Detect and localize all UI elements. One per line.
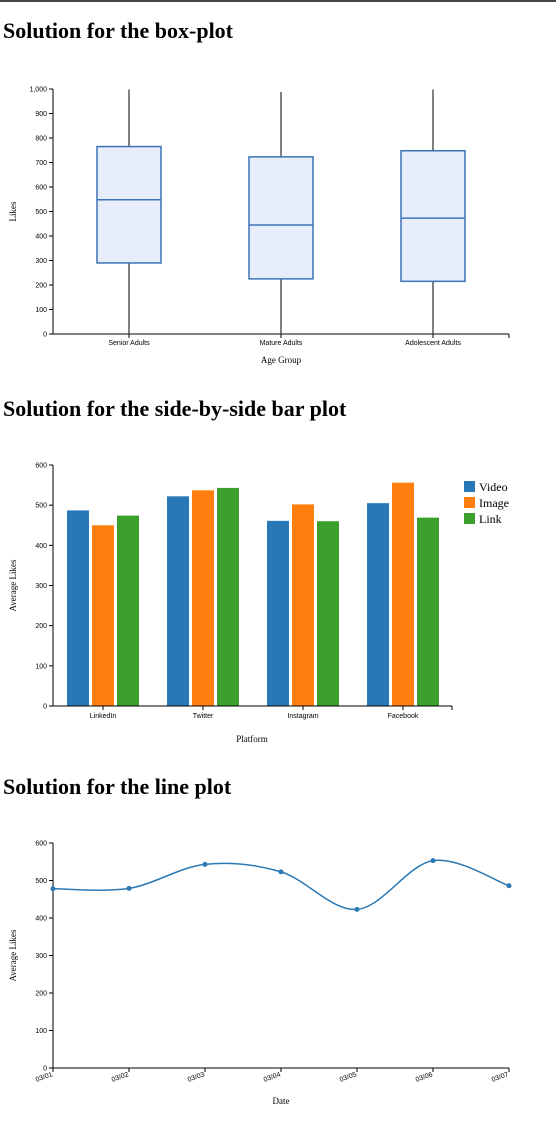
line-plot-heading: Solution for the line plot	[3, 774, 232, 799]
y-tick-label: 300	[35, 953, 47, 960]
data-point	[430, 858, 436, 864]
box	[400, 149, 466, 283]
y-tick-label: 0	[43, 332, 47, 339]
legend-label-image: Image	[479, 496, 509, 510]
bar-link	[317, 521, 339, 706]
bar-video	[167, 496, 189, 706]
x-axis-title: Age Group	[261, 355, 302, 365]
y-tick-label: 900	[35, 111, 47, 118]
bar-image	[192, 490, 214, 706]
data-point	[354, 906, 360, 912]
box-plot-chart: 0 100 200 300 400 500 600 700 800 900 1,000 Senior …	[8, 87, 510, 365]
y-tick-label: 300	[35, 258, 47, 265]
y-tick-label: 200	[35, 991, 47, 998]
x-tick-label: 03/04	[263, 1071, 282, 1084]
x-tick-label: Twitter	[193, 713, 214, 720]
bar-image	[92, 525, 114, 706]
x-tick-label: Instagram	[287, 713, 318, 720]
bar-link	[117, 515, 139, 706]
series-line	[52, 859, 510, 911]
y-tick-label: 200	[35, 623, 47, 630]
bar-plot-heading: Solution for the side-by-side bar plot	[3, 396, 347, 421]
legend-label-link: Link	[479, 512, 502, 526]
box	[248, 156, 314, 280]
y-axis-title: Average Likes	[8, 929, 18, 982]
y-tick-label: 600	[35, 185, 47, 192]
x-tick-label: Mature Adults	[260, 340, 303, 347]
legend-label-video: Video	[479, 480, 508, 494]
y-tick-label: 0	[43, 1066, 47, 1073]
x-axis-title: Date	[273, 1096, 290, 1106]
y-tick-label: 400	[35, 916, 47, 923]
x-tick-label: 03/01	[35, 1071, 54, 1084]
data-point	[278, 869, 284, 875]
x-tick-label: Adolescent Adults	[405, 340, 461, 347]
top-border	[0, 0, 556, 2]
data-point	[202, 861, 208, 867]
x-tick-label: LinkedIn	[90, 713, 117, 720]
x-tick-label: Facebook	[388, 713, 419, 720]
y-tick-label: 700	[35, 160, 47, 167]
data-point	[50, 886, 56, 892]
y-axis-title: Average Likes	[8, 559, 18, 612]
box	[96, 145, 162, 264]
legend-swatch-link	[464, 513, 475, 524]
y-tick-label: 100	[35, 307, 47, 314]
x-tick-label: 03/02	[111, 1071, 130, 1084]
data-point	[506, 883, 512, 889]
y-tick-label: 500	[35, 503, 47, 510]
data-point	[126, 885, 132, 891]
y-tick-label: 100	[35, 663, 47, 670]
box-plot-heading: Solution for the box-plot	[3, 18, 234, 43]
y-tick-label: 600	[35, 841, 47, 848]
y-tick-label: 600	[35, 463, 47, 470]
bar-image	[292, 504, 314, 706]
bar-plot-chart: 0 100 200 300 400 500 600 LinkedIn Twitter Instag…	[8, 463, 509, 745]
bar-link	[217, 487, 239, 706]
legend-swatch-image	[464, 497, 475, 508]
y-tick-label: 0	[43, 704, 47, 711]
x-tick-label: 03/06	[415, 1071, 434, 1084]
y-tick-label: 800	[35, 136, 47, 143]
line-plot-chart: 0 100 200 300 400 500 600 03/01 03/02 03/03 03/04 0…	[8, 841, 512, 1106]
bar-video	[367, 503, 389, 706]
x-axis-title: Platform	[236, 734, 268, 744]
y-tick-label: 500	[35, 209, 47, 216]
y-tick-label: 400	[35, 234, 47, 241]
x-tick-label: 03/05	[339, 1071, 358, 1084]
y-tick-label: 1,000	[29, 87, 47, 94]
y-tick-label: 300	[35, 583, 47, 590]
bar-image	[392, 482, 414, 706]
x-tick-label: 03/07	[491, 1071, 510, 1084]
x-tick-label: Senior Adults	[108, 340, 150, 347]
x-tick-label: 03/03	[187, 1071, 206, 1084]
y-tick-label: 400	[35, 543, 47, 550]
y-tick-label: 200	[35, 283, 47, 290]
y-tick-label: 100	[35, 1028, 47, 1035]
bar-video	[267, 520, 289, 706]
legend-swatch-video	[464, 481, 475, 492]
y-axis-title: Likes	[8, 201, 18, 221]
y-tick-label: 500	[35, 878, 47, 885]
bar-video	[67, 510, 89, 706]
bar-link	[417, 517, 439, 706]
